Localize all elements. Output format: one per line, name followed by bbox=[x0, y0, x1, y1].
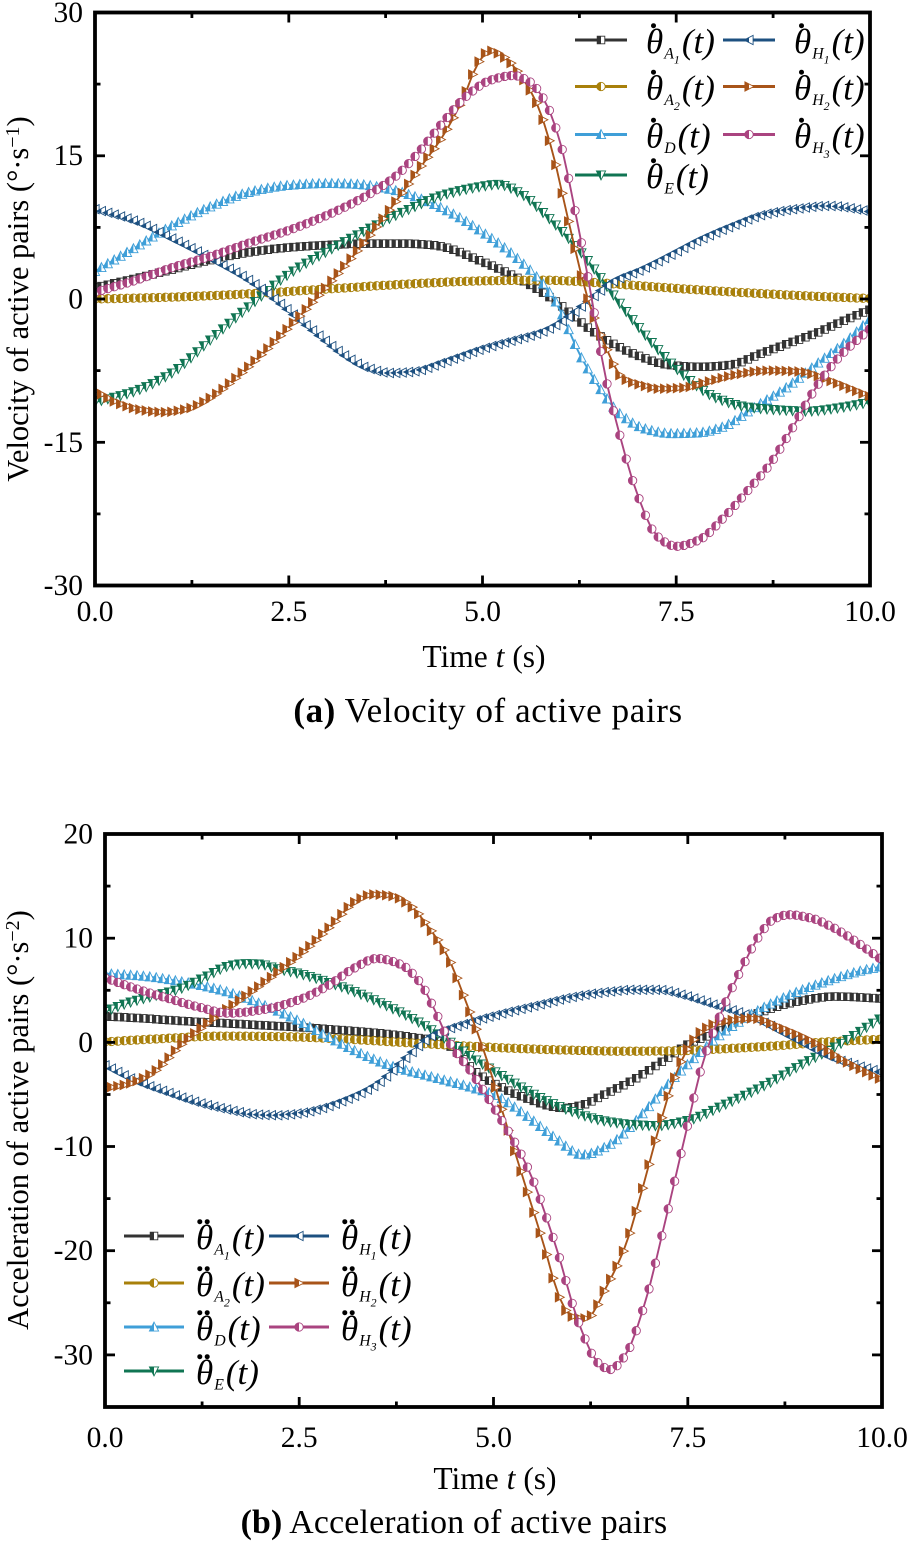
svg-text:Time t (s): Time t (s) bbox=[422, 639, 545, 674]
svg-text:10.0: 10.0 bbox=[844, 596, 896, 628]
svg-text:θE(t): θE(t) bbox=[196, 1353, 259, 1394]
svg-text:-10: -10 bbox=[54, 1131, 93, 1163]
svg-text:0: 0 bbox=[68, 284, 83, 316]
svg-text:10: 10 bbox=[64, 923, 94, 955]
svg-text:Time t (s): Time t (s) bbox=[433, 1461, 556, 1496]
svg-text:0.0: 0.0 bbox=[87, 1422, 124, 1454]
svg-text:2.5: 2.5 bbox=[281, 1422, 318, 1454]
svg-text:θE(t): θE(t) bbox=[646, 157, 709, 198]
svg-text:10.0: 10.0 bbox=[856, 1422, 908, 1454]
svg-text:7.5: 7.5 bbox=[669, 1422, 706, 1454]
svg-text:Velocity of active pairs (°·s−: Velocity of active pairs (°·s−1) bbox=[1, 116, 35, 481]
svg-text:-30: -30 bbox=[54, 1339, 93, 1371]
svg-text:-30: -30 bbox=[44, 570, 83, 602]
svg-text:(a) Velocity of active pairs: (a) Velocity of active pairs bbox=[293, 691, 682, 730]
svg-text:5.0: 5.0 bbox=[475, 1422, 512, 1454]
svg-text:0: 0 bbox=[78, 1027, 93, 1059]
svg-text:Acceleration of active pairs (: Acceleration of active pairs (°·s−2) bbox=[1, 910, 35, 1330]
svg-text:(b) Acceleration of active pai: (b) Acceleration of active pairs bbox=[241, 1504, 668, 1541]
svg-text:-20: -20 bbox=[54, 1235, 93, 1267]
svg-text:7.5: 7.5 bbox=[658, 596, 695, 628]
svg-text:30: 30 bbox=[54, 0, 84, 29]
svg-text:2.5: 2.5 bbox=[270, 596, 307, 628]
svg-text:20: 20 bbox=[64, 819, 94, 851]
svg-text:θD(t): θD(t) bbox=[646, 117, 711, 158]
svg-text:-15: -15 bbox=[44, 427, 83, 459]
svg-text:0.0: 0.0 bbox=[77, 596, 114, 628]
svg-text:5.0: 5.0 bbox=[464, 596, 501, 628]
svg-text:15: 15 bbox=[54, 140, 84, 172]
svg-text:θD(t): θD(t) bbox=[196, 1309, 261, 1350]
